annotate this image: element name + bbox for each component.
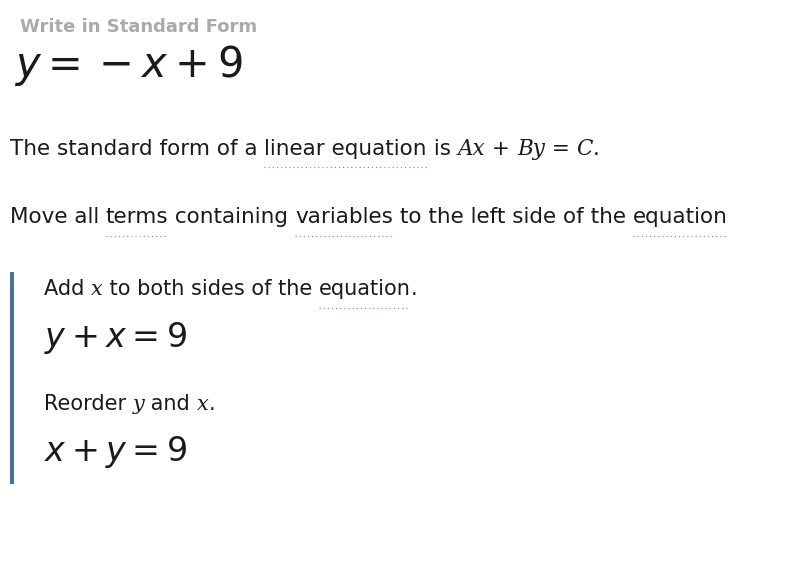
Text: x: x xyxy=(91,280,102,299)
Text: to both sides of the: to both sides of the xyxy=(102,279,318,299)
Text: Move all: Move all xyxy=(10,207,106,227)
Text: C: C xyxy=(577,138,593,160)
Text: variables: variables xyxy=(295,207,393,227)
Text: linear equation: linear equation xyxy=(264,139,426,159)
Text: +: + xyxy=(485,139,517,159)
Text: is: is xyxy=(426,139,458,159)
Text: Ax: Ax xyxy=(458,138,485,160)
Text: Add: Add xyxy=(44,279,91,299)
Text: Write in Standard Form: Write in Standard Form xyxy=(20,18,257,36)
Text: $y = -x + 9$: $y = -x + 9$ xyxy=(14,44,243,88)
Text: terms: terms xyxy=(106,207,168,227)
Text: By: By xyxy=(517,138,545,160)
Text: x: x xyxy=(197,395,209,414)
Text: containing: containing xyxy=(168,207,295,227)
Text: and: and xyxy=(145,394,197,414)
Text: Reorder: Reorder xyxy=(44,394,133,414)
Text: to the left side of the: to the left side of the xyxy=(393,207,633,227)
Text: .: . xyxy=(593,139,600,159)
Text: $y + x = 9$: $y + x = 9$ xyxy=(44,320,187,356)
Text: $x + y = 9$: $x + y = 9$ xyxy=(44,434,187,470)
Text: equation: equation xyxy=(633,207,728,227)
Text: y: y xyxy=(133,395,145,414)
Text: =: = xyxy=(545,139,577,159)
Bar xyxy=(10,272,14,484)
Text: .: . xyxy=(209,394,215,414)
Text: The standard form of a: The standard form of a xyxy=(10,139,264,159)
Text: .: . xyxy=(410,279,417,299)
Text: equation: equation xyxy=(318,279,410,299)
